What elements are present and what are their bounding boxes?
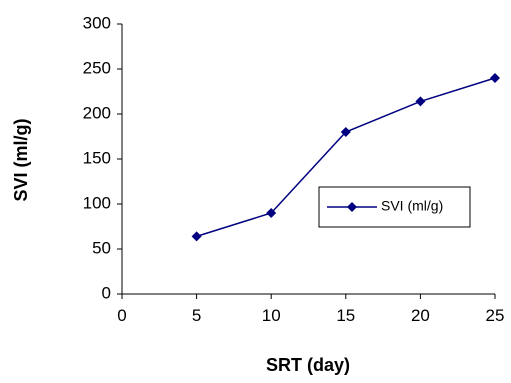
y-tick-label: 300: [83, 13, 111, 32]
y-tick-label: 50: [92, 238, 111, 257]
x-tick-label: 0: [117, 306, 126, 325]
x-tick-label: 5: [192, 306, 201, 325]
y-tick-label: 100: [83, 193, 111, 212]
y-tick-label: 150: [83, 148, 111, 167]
y-tick-label: 0: [102, 283, 111, 302]
data-point-marker: [191, 231, 202, 242]
legend-label: SVI (ml/g): [381, 198, 443, 214]
data-point-marker: [340, 127, 351, 137]
data-point-marker: [490, 73, 500, 83]
y-axis-title: SVI (ml/g): [11, 118, 31, 201]
x-tick-label: 15: [336, 306, 355, 325]
y-tick-label: 250: [83, 58, 111, 77]
x-tick-label: 10: [262, 306, 281, 325]
data-point-marker: [266, 208, 277, 218]
data-point-marker: [415, 96, 426, 107]
x-axis-title: SRT (day): [266, 355, 350, 375]
x-tick-label: 25: [486, 306, 505, 325]
legend-marker-swatch: [347, 202, 357, 212]
x-tick-label: 20: [411, 306, 430, 325]
y-tick-label: 200: [83, 103, 111, 122]
